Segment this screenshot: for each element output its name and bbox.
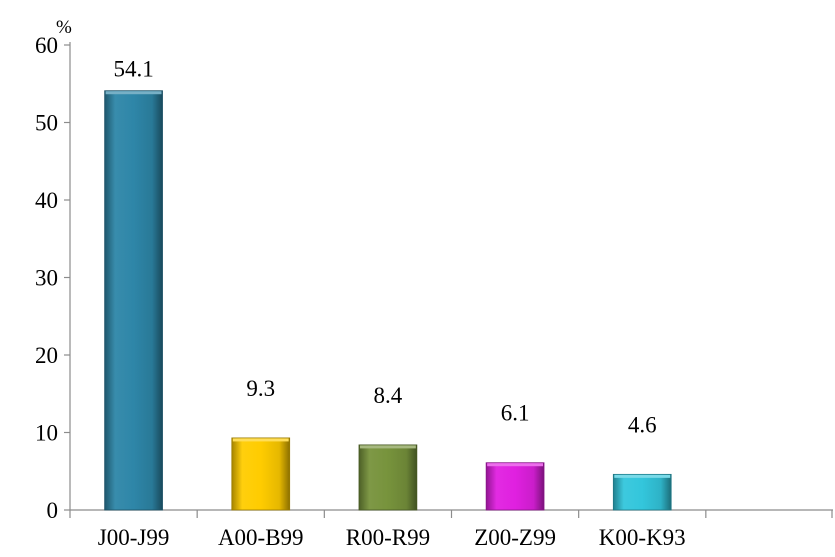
data-label: 6.1 (501, 401, 530, 426)
y-tick-label: 20 (35, 343, 58, 368)
y-tick-label: 60 (35, 33, 58, 58)
y-tick-label: 40 (35, 188, 58, 213)
data-label: 8.4 (374, 383, 403, 408)
y-axis: 0 10 20 30 40 50 60 (35, 33, 71, 523)
value-labels: 54.1 9.3 8.4 6.1 4.6 (113, 57, 656, 438)
bar-highlight (359, 445, 416, 449)
bar-highlight (105, 91, 162, 95)
data-label: 9.3 (246, 376, 275, 401)
x-tick-label: Z00-Z99 (474, 525, 556, 550)
x-axis: J00-J99 A00-B99 R00-R99 Z00-Z99 K00-K93 (69, 509, 833, 550)
y-tick-label: 10 (35, 421, 58, 446)
bar-j00-j99 (104, 90, 163, 511)
x-tick-label: R00-R99 (346, 525, 430, 550)
bars (104, 90, 672, 511)
bar-highlight (487, 463, 544, 467)
bar-z00-z99 (485, 462, 545, 511)
bar-highlight (232, 438, 289, 442)
x-tick-label: A00-B99 (218, 525, 304, 550)
y-tick-label: 0 (47, 498, 59, 523)
x-tick-label: K00-K93 (599, 525, 686, 550)
y-tick-label: 30 (35, 266, 58, 291)
data-label: 54.1 (113, 57, 153, 82)
bar-highlight (614, 474, 671, 478)
y-tick-label: 50 (35, 111, 58, 136)
y-axis-unit-label: % (56, 17, 72, 38)
x-tick-label: J00-J99 (98, 525, 170, 550)
data-label: 4.6 (628, 412, 657, 437)
bar-a00-b99 (231, 437, 291, 511)
bar-r00-r99 (358, 444, 418, 511)
bar-k00-k93 (612, 473, 672, 511)
